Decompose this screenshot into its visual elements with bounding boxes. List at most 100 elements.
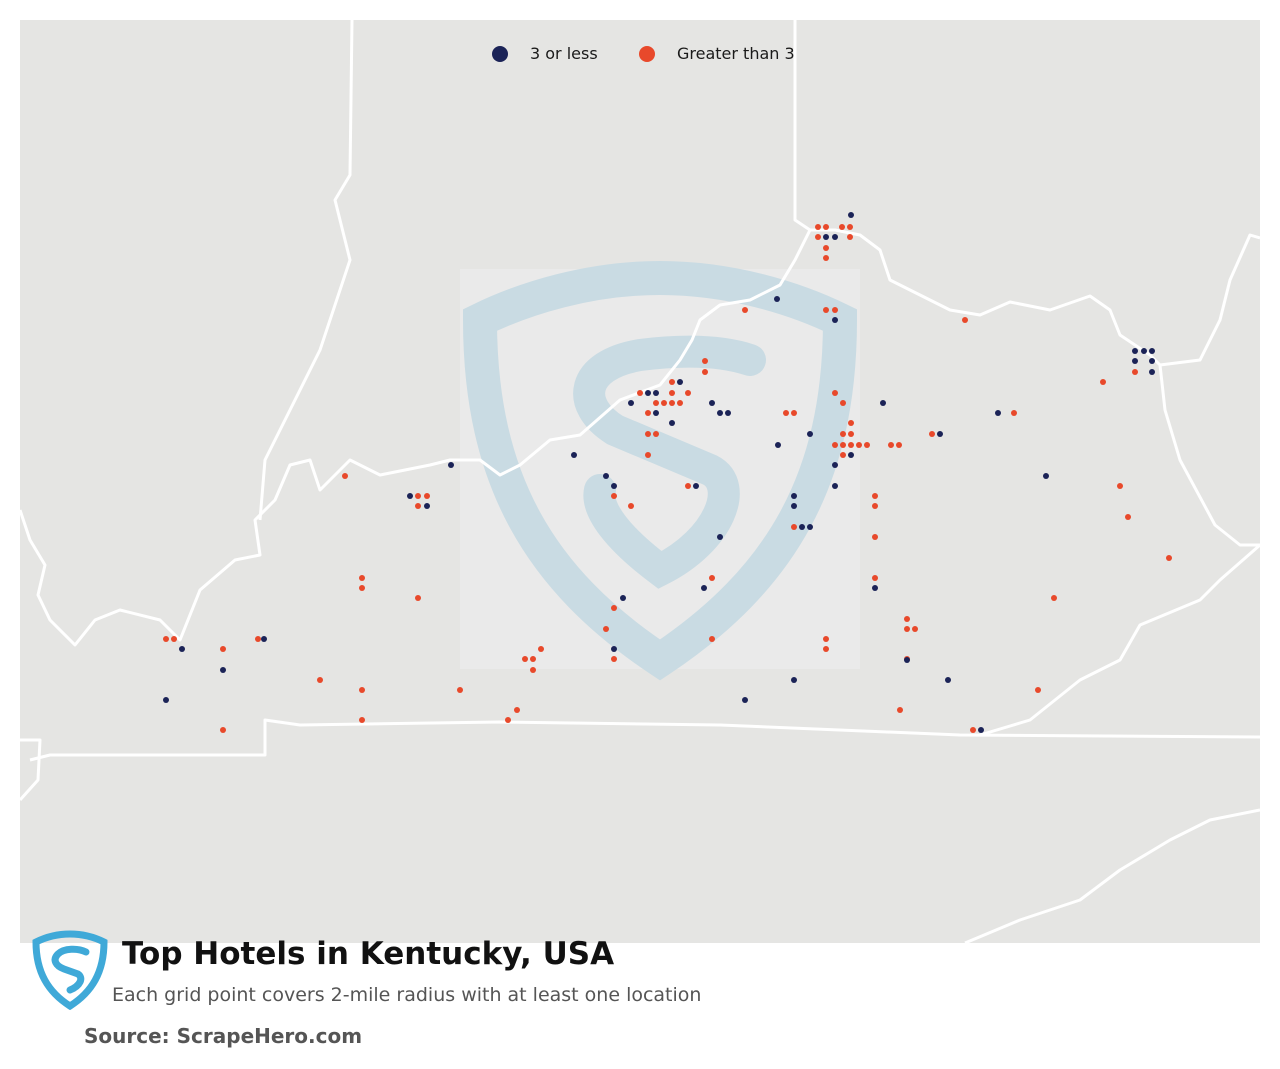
grid-point-high [847, 234, 853, 240]
legend-label-low: 3 or less [530, 44, 598, 63]
grid-point-high [669, 390, 675, 396]
grid-point-high [424, 493, 430, 499]
grid-point-high [359, 717, 365, 723]
grid-point-low [904, 657, 910, 663]
grid-point-low [669, 420, 675, 426]
grid-point-high [840, 452, 846, 458]
grid-point-high [791, 524, 797, 530]
grid-point-high [359, 687, 365, 693]
grid-point-low [645, 390, 651, 396]
grid-point-low [799, 524, 805, 530]
grid-point-low [1043, 473, 1049, 479]
grid-point-high [904, 616, 910, 622]
missouri-border [20, 738, 42, 802]
grid-point-low [995, 410, 1001, 416]
footer-title: Top Hotels in Kentucky, USA [122, 936, 615, 972]
grid-point-low [725, 410, 731, 416]
legend-dot-high [639, 45, 655, 62]
grid-point-low [791, 677, 797, 683]
grid-point-high [823, 646, 829, 652]
grid-point-high [832, 390, 838, 396]
grid-point-low [832, 462, 838, 468]
footer-source: Source: ScrapeHero.com [84, 1024, 363, 1048]
grid-point-high [1166, 555, 1172, 561]
grid-point-high [645, 452, 651, 458]
grid-points [163, 212, 1172, 733]
map-canvas [20, 20, 1260, 943]
grid-point-high [1132, 369, 1138, 375]
grid-point-low [179, 646, 185, 652]
grid-point-high [685, 483, 691, 489]
grid-point-high [702, 369, 708, 375]
grid-point-high [653, 431, 659, 437]
grid-point-low [1149, 348, 1155, 354]
grid-point-low [742, 697, 748, 703]
watermark-s-icon [573, 335, 766, 589]
grid-point-high [912, 626, 918, 632]
grid-point-high [872, 493, 878, 499]
grid-point-high [611, 493, 617, 499]
grid-point-high [848, 442, 854, 448]
grid-point-high [359, 575, 365, 581]
grid-point-high [896, 442, 902, 448]
grid-point-high [163, 636, 169, 642]
grid-point-high [415, 503, 421, 509]
grid-point-low [791, 503, 797, 509]
footer-subtitle: Each grid point covers 2-mile radius wit… [112, 984, 702, 1006]
tn-nc-border [964, 808, 1260, 943]
grid-point-high [171, 636, 177, 642]
grid-point-high [1051, 595, 1057, 601]
grid-point-low [1132, 348, 1138, 354]
grid-point-high [342, 473, 348, 479]
grid-point-high [848, 431, 854, 437]
grid-point-high [864, 442, 870, 448]
grid-point-high [359, 585, 365, 591]
grid-point-high [823, 255, 829, 261]
grid-point-low [620, 595, 626, 601]
legend-item-low: 3 or less [492, 44, 598, 63]
grid-point-high [457, 687, 463, 693]
state-borders [20, 20, 1260, 943]
grid-point-low [717, 410, 723, 416]
grid-point-low [653, 390, 659, 396]
grid-point-high [677, 400, 683, 406]
legend-label-high: Greater than 3 [677, 44, 795, 63]
grid-point-low [653, 410, 659, 416]
grid-point-high [848, 420, 854, 426]
grid-point-high [904, 626, 910, 632]
grid-point-low [571, 452, 577, 458]
grid-point-high [645, 431, 651, 437]
grid-point-low [937, 431, 943, 437]
grid-point-low [978, 727, 984, 733]
grid-point-high [514, 707, 520, 713]
grid-point-high [847, 224, 853, 230]
grid-point-low [848, 452, 854, 458]
grid-point-low [709, 400, 715, 406]
grid-point-low [677, 379, 683, 385]
grid-point-high [823, 245, 829, 251]
grid-point-high [872, 503, 878, 509]
ky-northern-border [20, 228, 1260, 647]
grid-point-low [791, 493, 797, 499]
grid-point-high [415, 493, 421, 499]
grid-point-low [832, 317, 838, 323]
grid-point-high [685, 390, 691, 396]
grid-point-low [448, 462, 454, 468]
grid-point-high [1011, 410, 1017, 416]
grid-point-high [823, 636, 829, 642]
grid-point-high [742, 307, 748, 313]
indiana-ohio-border [793, 20, 811, 232]
grid-point-high [661, 400, 667, 406]
grid-point-high [840, 400, 846, 406]
grid-point-high [872, 575, 878, 581]
grid-point-high [255, 636, 261, 642]
grid-point-low [823, 234, 829, 240]
grid-point-high [709, 636, 715, 642]
grid-point-high [888, 442, 894, 448]
map[interactable]: 3 or less Greater than 3 [20, 20, 1260, 943]
grid-point-high [897, 707, 903, 713]
grid-point-high [220, 727, 226, 733]
grid-point-low [945, 677, 951, 683]
grid-point-high [603, 626, 609, 632]
grid-point-high [970, 727, 976, 733]
